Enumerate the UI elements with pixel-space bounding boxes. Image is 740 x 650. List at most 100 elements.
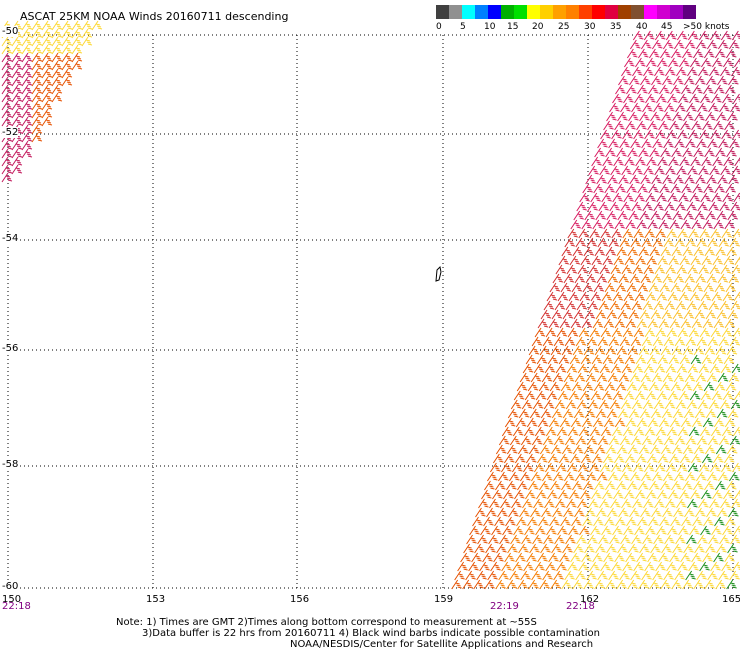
wind-barb (61, 44, 73, 55)
wind-barb (547, 489, 558, 500)
wind-barb (689, 390, 701, 401)
wind-barb (606, 543, 617, 554)
wind-barb (718, 138, 729, 149)
wind-barb (667, 390, 679, 401)
wind-barb (11, 52, 23, 63)
wind-barb (571, 282, 583, 293)
wind-barb (698, 165, 709, 176)
wind-barb (1, 60, 13, 71)
wind-barb (657, 489, 668, 500)
wind-barb (540, 408, 552, 419)
wind-barb (650, 111, 661, 122)
wind-barb (631, 300, 643, 311)
wind-barb (662, 507, 673, 518)
wind-barb (630, 336, 642, 347)
wind-barb (634, 390, 646, 401)
wind-barb (479, 561, 490, 572)
wind-barb (51, 92, 63, 103)
wind-barb (583, 444, 595, 455)
wind-barb (600, 327, 612, 338)
wind-barb (662, 75, 673, 86)
wind-barb (731, 66, 740, 77)
wind-barb (555, 264, 567, 275)
wind-barb (649, 147, 660, 158)
wind-barb (634, 291, 646, 302)
wind-barb (554, 300, 566, 311)
wind-barb (575, 336, 587, 347)
wind-barb (605, 345, 617, 356)
wind-barb (657, 255, 669, 266)
wind-barb (710, 327, 722, 338)
wind-barb (61, 60, 73, 71)
wind-barb (726, 444, 738, 455)
wind-barb (697, 300, 709, 311)
colorbar-segment (449, 5, 462, 19)
wind-barb (537, 417, 549, 428)
wind-barb (585, 471, 597, 482)
wind-barb (721, 129, 732, 140)
wind-barb (585, 273, 597, 284)
wind-barb (674, 138, 685, 149)
wind-barb (662, 174, 673, 185)
wind-barb (659, 516, 670, 527)
lat-label: -52 (2, 127, 19, 138)
wind-barb (631, 102, 642, 113)
wind-barb (679, 453, 691, 464)
colorbar-segment (462, 5, 475, 19)
wind-barb (705, 543, 716, 554)
wind-barb (693, 444, 705, 455)
wind-barb (562, 408, 574, 419)
wind-barb (41, 100, 53, 111)
wind-barb (701, 354, 713, 365)
colorbar-label: 30 (584, 22, 596, 32)
wind-barb (655, 327, 667, 338)
wind-barb (687, 66, 698, 77)
wind-barb (686, 534, 697, 545)
wind-barb (591, 354, 603, 365)
wind-barb (626, 282, 638, 293)
wind-barb (501, 426, 513, 437)
wind-barb (685, 237, 696, 248)
wind-barb (581, 219, 592, 230)
wind-barb (605, 579, 616, 590)
wind-barb (81, 36, 93, 47)
wind-barb (1, 108, 13, 119)
wind-barb (639, 408, 651, 419)
wind-barb (630, 237, 641, 248)
wind-barb (608, 570, 619, 581)
wind-barb (718, 435, 730, 446)
wind-barb (720, 363, 732, 374)
wind-barb (514, 453, 526, 464)
wind-barb (583, 480, 594, 491)
wind-barb (51, 44, 63, 55)
wind-barb (599, 363, 611, 374)
wind-barb (678, 291, 690, 302)
wind-barb (620, 399, 632, 410)
wind-barb (522, 498, 533, 509)
wind-barb (679, 255, 691, 266)
wind-barb (645, 93, 656, 104)
wind-barb (686, 102, 697, 113)
wind-barb (71, 60, 83, 71)
wind-barb (641, 138, 652, 149)
wind-barb (576, 300, 588, 311)
wind-barb (688, 426, 700, 437)
wind-barb (587, 300, 599, 311)
wind-barb (483, 516, 494, 527)
wind-barb (31, 76, 43, 87)
wind-barb (694, 408, 706, 419)
wind-barb (600, 129, 611, 140)
wind-barb (683, 210, 694, 221)
wind-barb (640, 471, 652, 482)
wind-barb (689, 192, 700, 203)
wind-barb (507, 408, 519, 419)
wind-barb (598, 201, 609, 212)
wind-barb (491, 525, 502, 536)
wind-barb (608, 237, 619, 248)
wind-barb (646, 156, 657, 167)
wind-barb (640, 75, 651, 86)
wind-barb (724, 417, 736, 428)
wind-barb (695, 273, 707, 284)
wind-barb (580, 354, 592, 365)
wind-barb (643, 66, 654, 77)
